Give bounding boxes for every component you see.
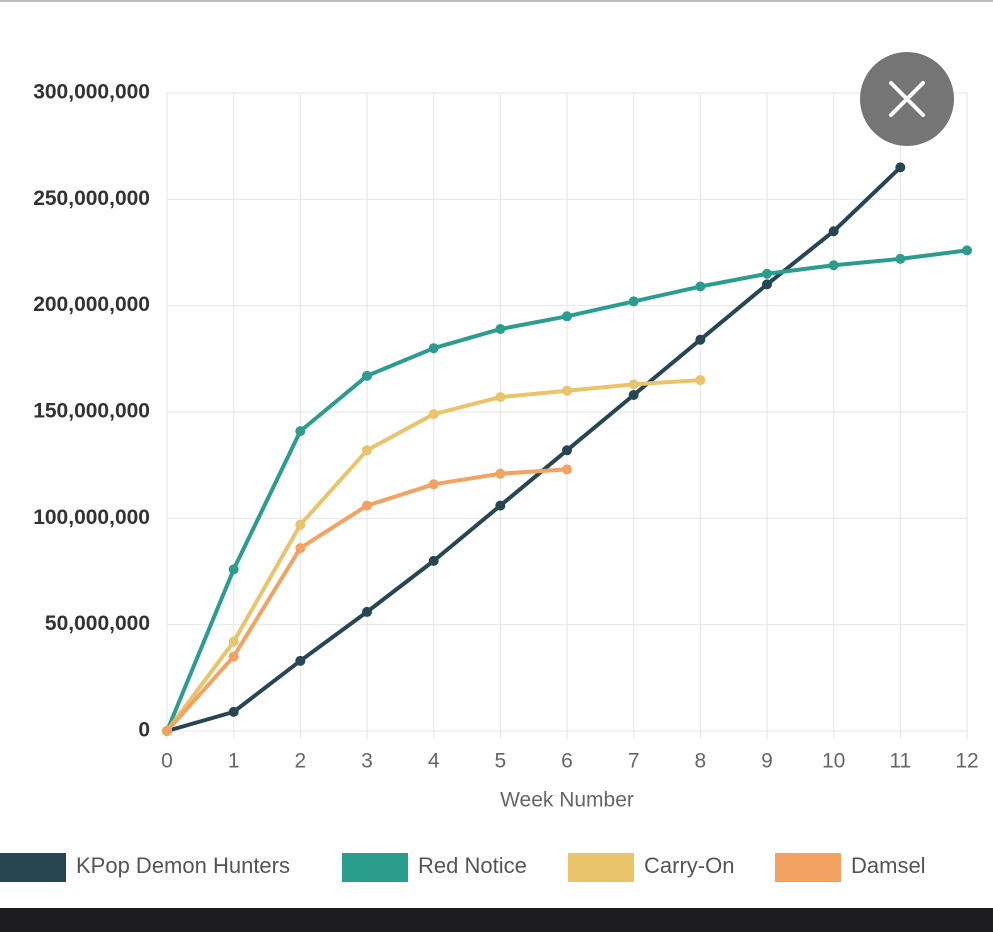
data-point — [228, 564, 239, 575]
data-point — [362, 445, 372, 456]
x-tick-label: 11 — [889, 750, 911, 773]
x-tick-label: 1 — [228, 750, 240, 773]
data-point — [628, 296, 639, 307]
legend-label: Carry-On — [644, 853, 734, 878]
data-point — [562, 385, 572, 396]
data-point — [228, 706, 239, 717]
data-point — [295, 519, 306, 530]
data-point — [895, 253, 906, 264]
data-point — [162, 726, 172, 736]
data-point — [495, 468, 506, 479]
y-tick-label: 250,000,000 — [33, 187, 150, 210]
data-point — [295, 426, 306, 437]
x-tick-label: 5 — [494, 750, 506, 773]
y-tick-label: 150,000,000 — [33, 400, 150, 423]
y-tick-label: 50,000,000 — [45, 612, 150, 635]
data-point — [428, 479, 439, 490]
x-tick-label: 0 — [161, 750, 173, 773]
data-point — [562, 311, 572, 322]
legend-swatch — [775, 853, 841, 882]
data-point — [562, 464, 572, 475]
data-point — [695, 281, 706, 292]
data-point — [228, 651, 239, 662]
x-axis-title: Week Number — [500, 789, 634, 812]
y-tick-label: 100,000,000 — [33, 506, 150, 529]
data-point — [495, 324, 506, 335]
data-point — [428, 343, 439, 354]
x-tick-label: 9 — [761, 750, 773, 773]
data-point — [495, 500, 506, 511]
data-point — [828, 260, 839, 271]
legend-label: KPop Demon Hunters — [76, 853, 290, 878]
plot: 0 50,000,000 100,000,000 150,000,000 200,000… — [0, 81, 979, 882]
data-point — [362, 606, 372, 617]
data-point — [362, 370, 372, 381]
y-tick-label: 300,000,000 — [33, 81, 150, 104]
data-point — [428, 555, 439, 566]
legend-label: Red Notice — [418, 853, 527, 878]
x-tick-label: 8 — [694, 750, 706, 773]
x-tick-label: 2 — [294, 750, 306, 773]
legend-swatch — [342, 853, 408, 882]
x-tick-label: 3 — [361, 750, 373, 773]
bottom-bar — [0, 908, 993, 932]
data-point — [228, 636, 239, 647]
data-point — [962, 245, 972, 256]
data-point — [295, 543, 306, 554]
x-tick-label: 4 — [428, 750, 440, 773]
legend-swatch — [0, 853, 66, 882]
series-line — [166, 165, 902, 733]
data-point — [628, 389, 639, 400]
data-point — [362, 500, 372, 511]
data-point — [562, 445, 572, 456]
x-tick-label: 6 — [561, 750, 573, 773]
data-point — [828, 226, 839, 237]
x-tick-label: 10 — [822, 750, 845, 773]
x-tick-label: 7 — [628, 750, 640, 773]
data-point — [428, 409, 439, 420]
close-icon[interactable] — [889, 81, 925, 117]
data-point — [762, 279, 772, 290]
x-tick-label: 12 — [955, 750, 978, 773]
data-point — [628, 379, 639, 390]
data-point — [895, 162, 906, 173]
close-button[interactable] — [860, 52, 954, 146]
data-point — [295, 655, 306, 666]
data-point — [762, 268, 772, 279]
data-point — [495, 392, 506, 403]
legend-swatch — [568, 853, 634, 882]
legend-label: Damsel — [851, 853, 926, 878]
y-tick-label: 0 — [138, 719, 150, 742]
data-point — [695, 334, 706, 345]
data-point — [695, 375, 706, 386]
y-tick-label: 200,000,000 — [33, 293, 150, 316]
